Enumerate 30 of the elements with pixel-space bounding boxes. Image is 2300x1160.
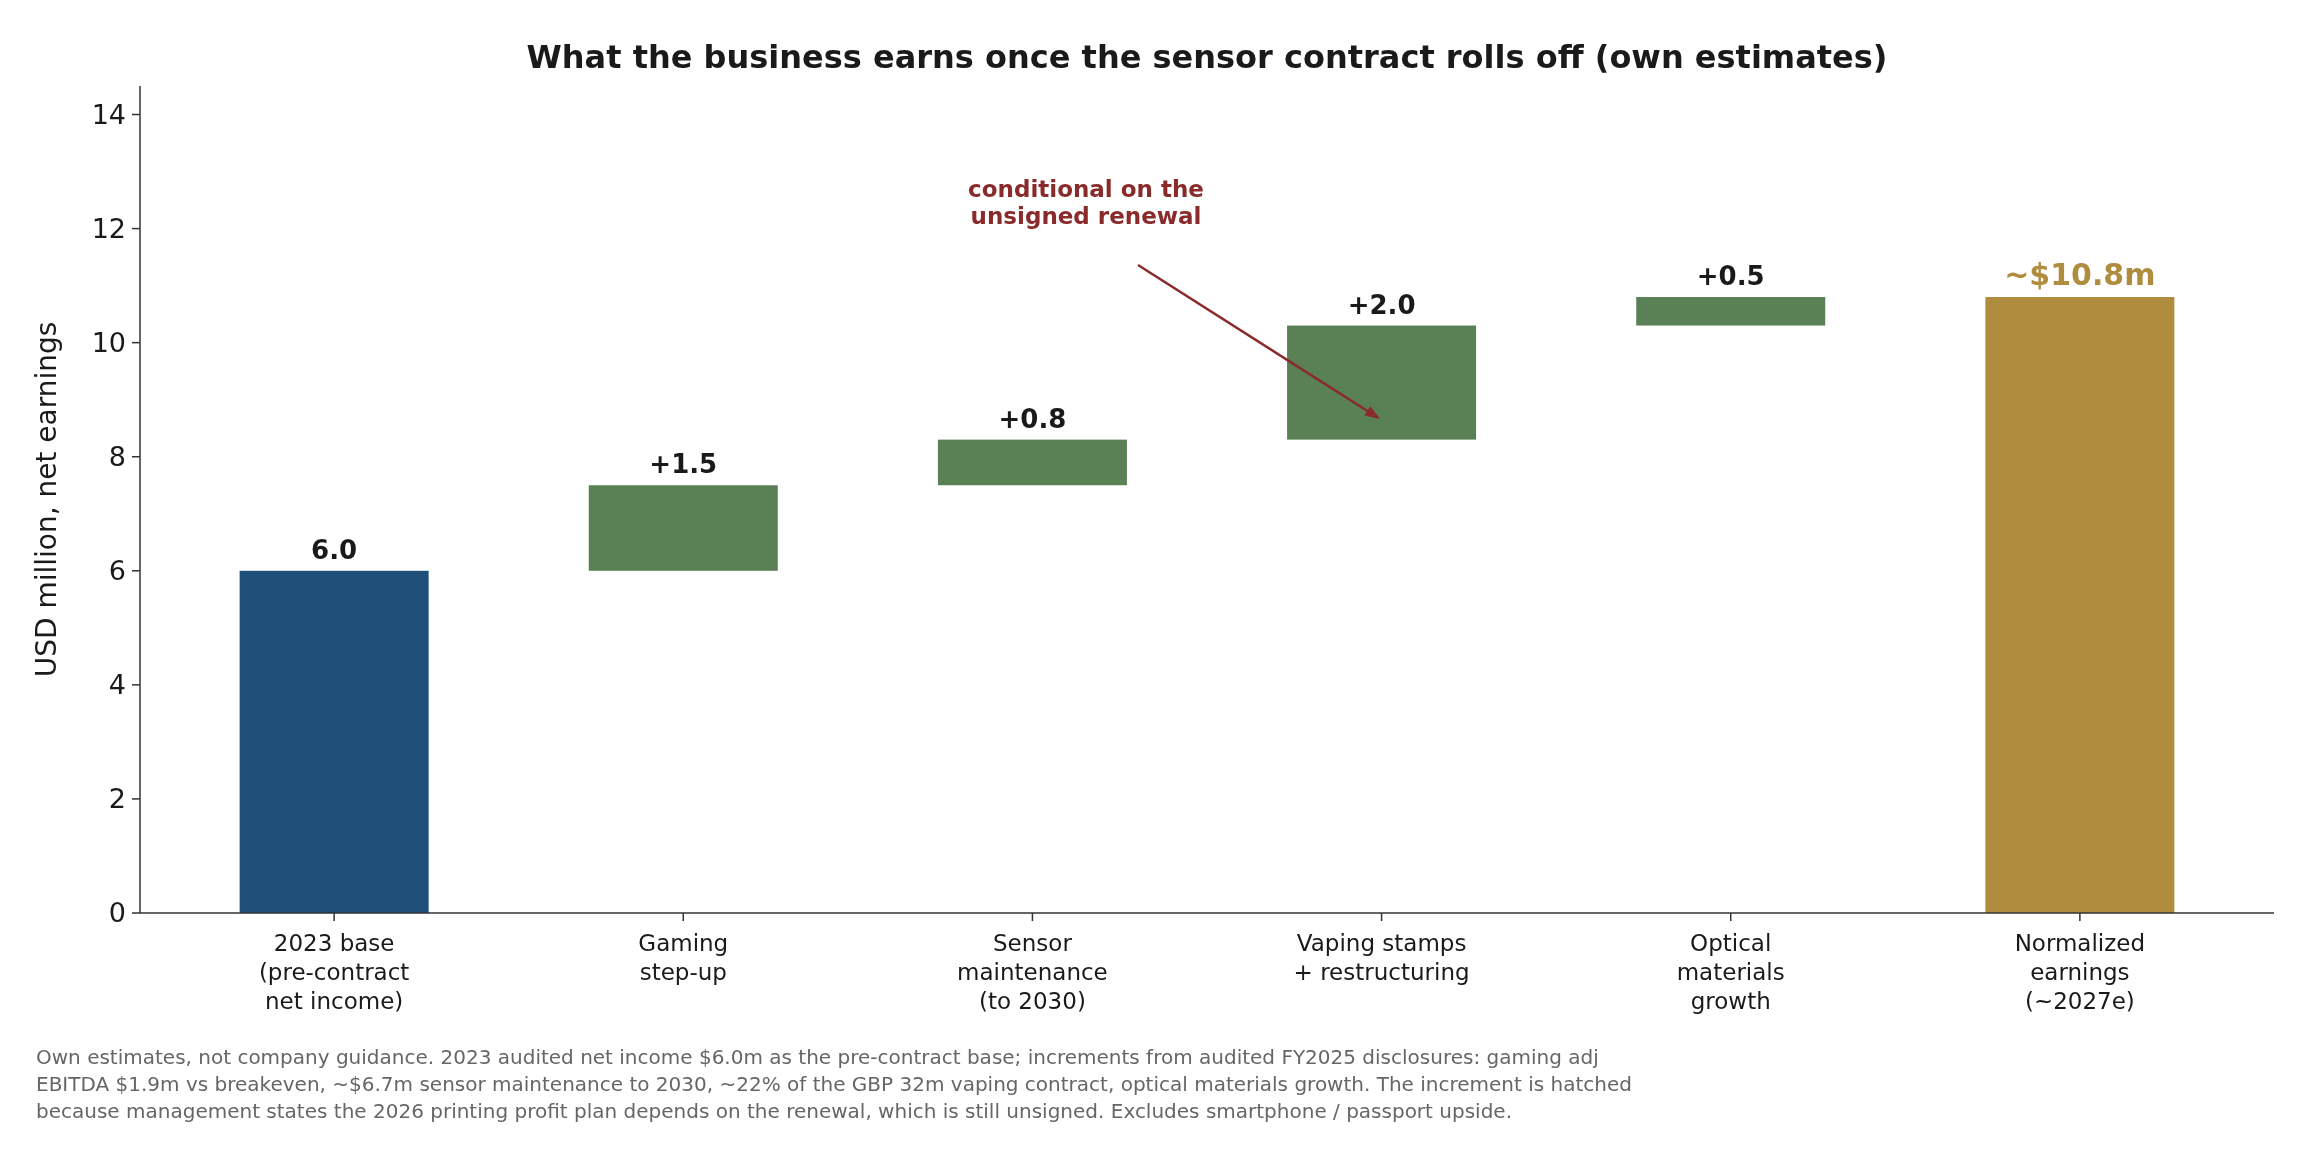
y-tick-label: 8 bbox=[108, 441, 126, 473]
y-tick-label: 10 bbox=[91, 327, 126, 359]
x-tick-label: Normalized earnings (~2027e) bbox=[2014, 930, 2146, 1014]
data-label: +1.5 bbox=[649, 449, 718, 480]
y-axis-title: USD million, net earnings bbox=[30, 321, 63, 678]
y-tick-label: 14 bbox=[91, 98, 126, 130]
x-tick-label: Sensor maintenance (to 2030) bbox=[957, 930, 1108, 1014]
data-label: +0.5 bbox=[1696, 261, 1765, 292]
x-tick-label: Optical materials growth bbox=[1676, 930, 1785, 1014]
annotation: conditional on the unsigned renewal bbox=[968, 176, 1204, 229]
text: Own estimates, not company guidance. 2023 audited net income $6.0m as the pre-contract base; increments from audited FY2025 disclosures: gaming adj EBITDA $1.9m vs breakeven, ~$6.7m sensor maintenance to 2030, ~22% of the GBP 32m vaping contract, optical materials growth. The increment is hatched because management states the 2026 printing profit plan depends on the renewal, which is still unsigned. Excludes smartphone / passport upside. bbox=[36, 1045, 1633, 1123]
bar bbox=[1287, 325, 1477, 440]
x-tick-label: Gaming step-up bbox=[638, 930, 729, 985]
y-tick-label: 12 bbox=[91, 213, 126, 245]
data-label: 6.0 bbox=[311, 534, 358, 565]
bar bbox=[1636, 297, 1826, 326]
bar bbox=[588, 485, 778, 571]
x-tick-label: Vaping stamps + restructuring bbox=[1293, 930, 1470, 985]
bar bbox=[1985, 297, 2175, 913]
x-tick-label: 2023 base (pre-contract net income) bbox=[258, 930, 410, 1014]
bar bbox=[937, 439, 1127, 486]
chart-title: What the business earns once the sensor contract rolls off (own estimates) bbox=[526, 38, 1888, 76]
y-tick-label: 2 bbox=[108, 783, 126, 815]
y-tick-label: 6 bbox=[108, 555, 126, 587]
y-tick-label: 4 bbox=[108, 669, 126, 701]
data-label: +2.0 bbox=[1347, 289, 1416, 320]
data-label: +0.8 bbox=[998, 403, 1067, 434]
y-tick-label: 0 bbox=[108, 897, 126, 929]
bar bbox=[239, 570, 429, 913]
data-label: ~$10.8m bbox=[2004, 257, 2156, 293]
